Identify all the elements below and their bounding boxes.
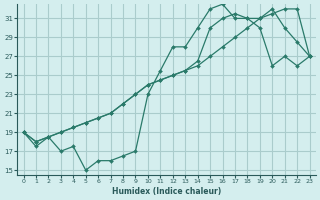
X-axis label: Humidex (Indice chaleur): Humidex (Indice chaleur): [112, 187, 221, 196]
